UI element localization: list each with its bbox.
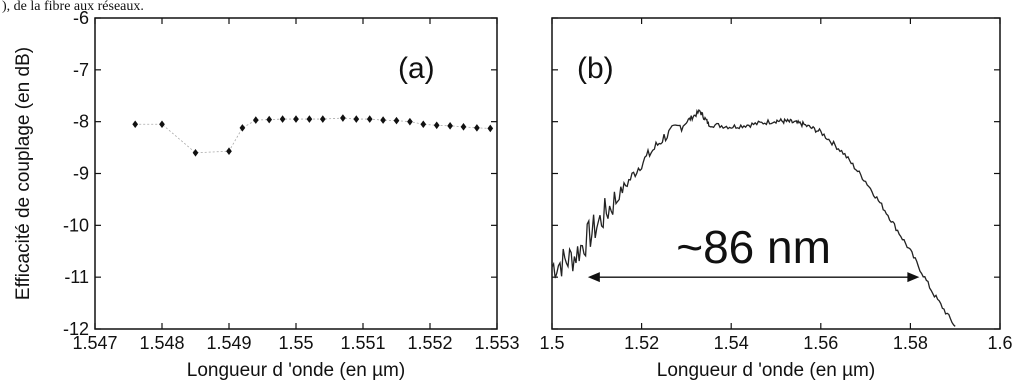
- data-point: [380, 116, 386, 124]
- data-point: [293, 115, 299, 123]
- data-point: [279, 115, 286, 123]
- data-point: [420, 120, 427, 129]
- data-point: [159, 120, 165, 129]
- data-point: [433, 121, 440, 130]
- panel-b-label: (b): [577, 52, 614, 85]
- data-point: [192, 148, 199, 157]
- y-axis-title: Efficacité de couplage (en dB): [13, 47, 34, 300]
- x-tick-label: 1.548: [139, 333, 184, 353]
- y-tick-label: -12: [63, 319, 89, 339]
- data-point: [226, 147, 232, 156]
- x-tick-label: 1.55: [278, 333, 313, 353]
- data-point: [447, 122, 453, 130]
- x-tick-label: 1.6: [987, 333, 1012, 353]
- data-point: [474, 124, 480, 132]
- panel-b-spectrum-line: [551, 108, 956, 327]
- x-tick-label: 1.56: [803, 333, 838, 353]
- arrow-head-left: [587, 272, 600, 283]
- x-tick-label: 1.58: [893, 333, 928, 353]
- data-point: [366, 115, 373, 123]
- panel-a-frame: [94, 17, 498, 330]
- data-point: [319, 115, 326, 123]
- y-tick-label: -7: [73, 60, 89, 80]
- y-tick-label: -10: [63, 215, 89, 235]
- x-tick-label: 1.54: [714, 333, 749, 353]
- bandwidth-label: ~86 nm: [676, 221, 831, 273]
- x-tick-label: 1.549: [206, 333, 251, 353]
- panel-a-y-ticks: -6 -7 -8 -9 -10 -11 -12: [63, 8, 497, 339]
- x-tick-label: 1.547: [72, 333, 117, 353]
- panel-b-frame: [551, 17, 1001, 330]
- y-tick-label: -11: [64, 267, 89, 287]
- data-point: [266, 115, 273, 124]
- panel-a-x-axis-title: Longueur d 'onde (en µm): [187, 360, 405, 381]
- panel-b-x-ticks: 1.5 1.52 1.54 1.56 1.58 1.6: [539, 18, 1013, 353]
- data-point: [407, 117, 413, 126]
- data-point: [460, 123, 467, 131]
- y-tick-label: -8: [73, 112, 89, 132]
- data-point: [306, 115, 313, 123]
- data-point: [252, 116, 259, 124]
- data-point: [340, 114, 346, 122]
- x-tick-label: 1.551: [340, 333, 385, 353]
- y-tick-label: -9: [73, 164, 89, 184]
- panel-b-y-ticks: [552, 17, 1000, 330]
- data-point: [353, 115, 360, 123]
- x-tick-label: 1.5: [539, 333, 564, 353]
- data-point: [132, 120, 139, 129]
- x-tick-label: 1.552: [407, 333, 452, 353]
- panel-a-points: [132, 114, 494, 157]
- data-point: [393, 116, 400, 125]
- y-tick-label: -6: [73, 8, 89, 28]
- panel-a-label: (a): [398, 52, 435, 85]
- x-tick-label: 1.553: [474, 333, 519, 353]
- panel-a: -6-7-8-9-10-11-12 1.547 1.548 1.549 1.55 1.5…: [13, 8, 520, 381]
- panel-b-x-axis-title: Longueur d 'onde (en µm): [657, 360, 875, 381]
- bandwidth-annotation: ~86 nm: [587, 221, 920, 283]
- caption-fragment: ), de la fibre aux réseaux.: [2, 0, 144, 14]
- arrow-head-right: [907, 272, 920, 283]
- panel-b: 1.5 1.52 1.54 1.56 1.58 1.6 ~86 nm (b) Longue…: [539, 17, 1013, 381]
- panel-a-x-ticks: 1.547 1.548 1.549 1.55 1.551 1.552 1.553: [72, 18, 520, 353]
- data-point: [487, 124, 494, 133]
- x-tick-label: 1.52: [624, 333, 659, 353]
- data-point: [239, 124, 246, 132]
